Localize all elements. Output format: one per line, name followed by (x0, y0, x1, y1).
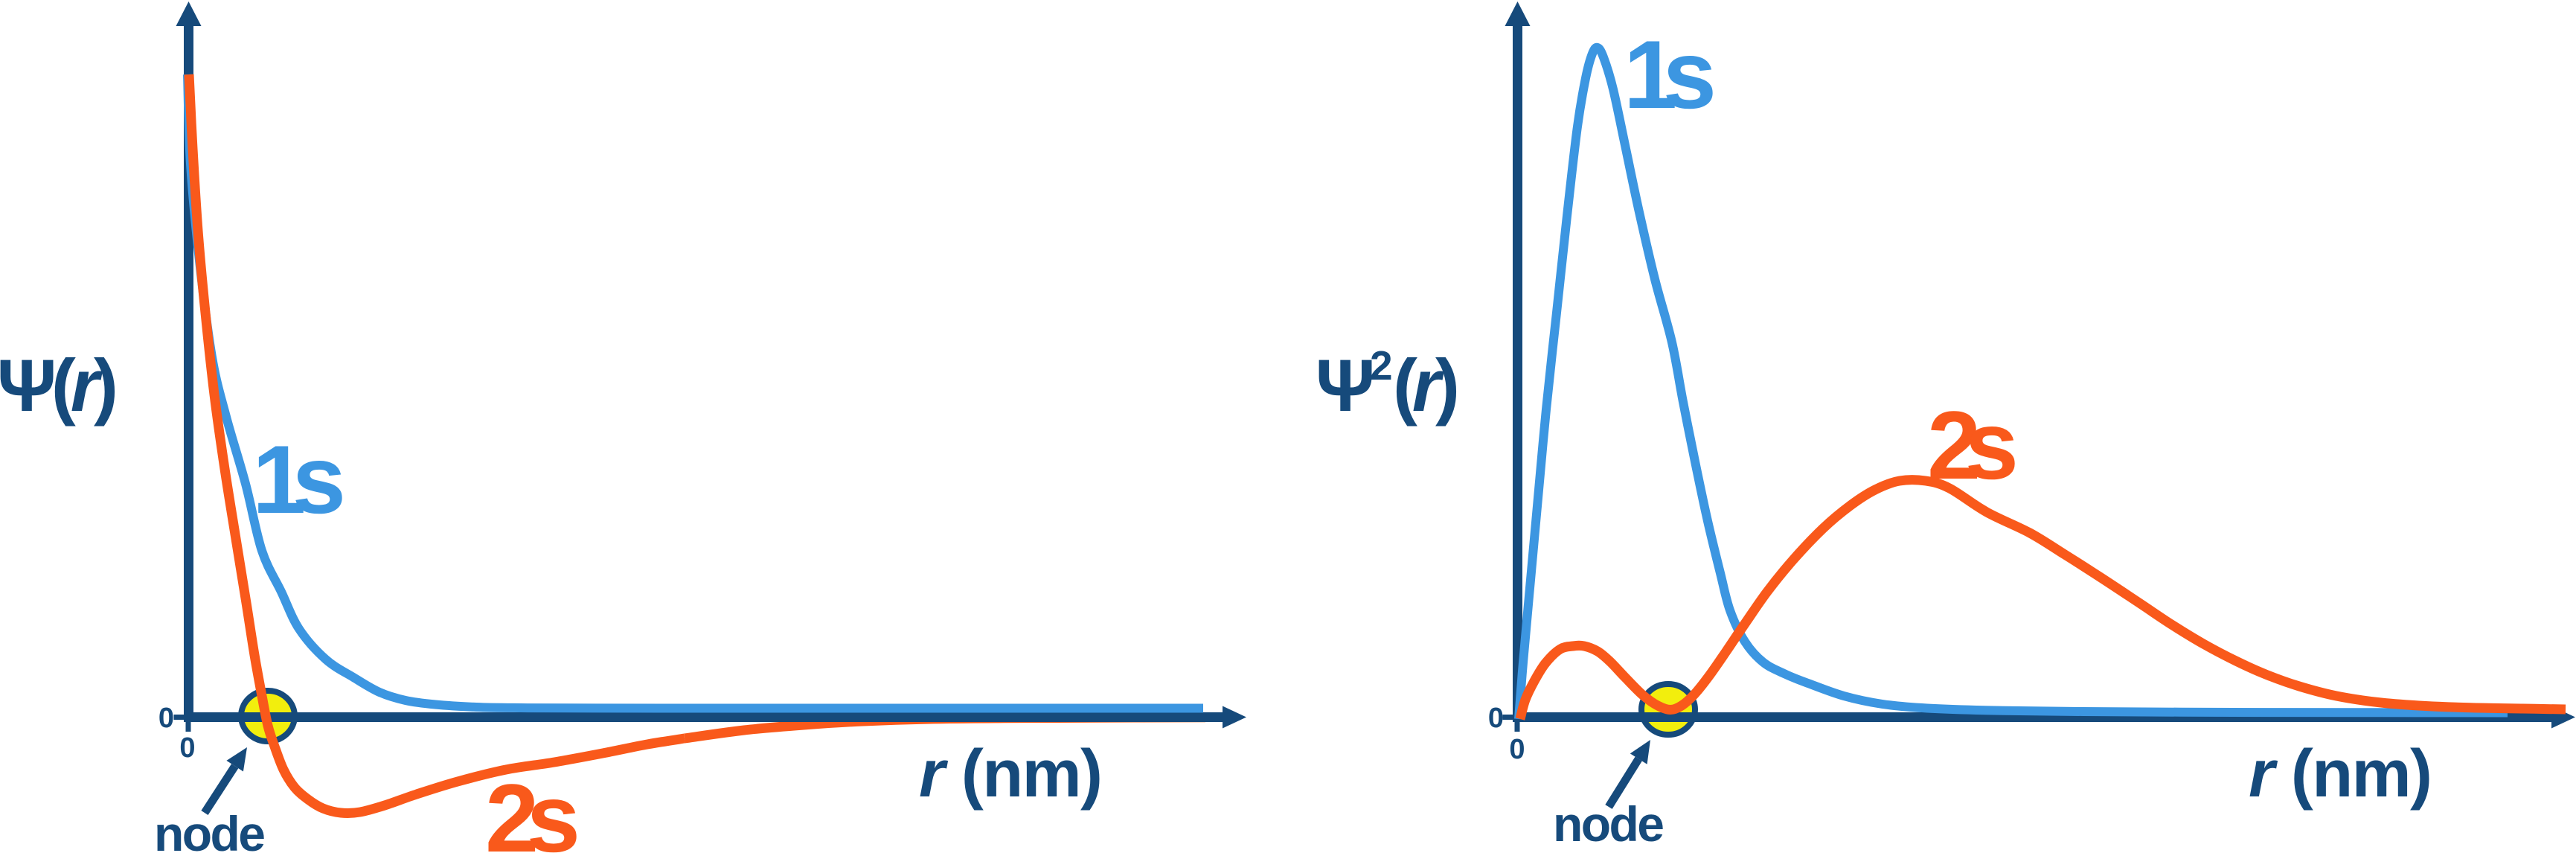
svg-text:2s: 2s (1927, 391, 2019, 499)
svg-text:0: 0 (1509, 734, 1525, 765)
svg-text:node: node (1553, 796, 1665, 852)
svg-text:r (nm): r (nm) (919, 737, 1103, 811)
svg-text:node: node (154, 806, 266, 853)
svg-text:1s: 1s (252, 425, 346, 534)
svg-text:Ψ(r): Ψ(r) (0, 344, 118, 426)
svg-text:(r): (r) (1393, 344, 1460, 426)
svg-text:0: 0 (179, 732, 195, 764)
svg-text:0: 0 (158, 703, 174, 734)
svg-text:0: 0 (1488, 703, 1504, 734)
svg-text:1s: 1s (1624, 20, 1717, 129)
svg-text:2: 2 (1370, 342, 1393, 389)
svg-text:2s: 2s (485, 764, 580, 853)
svg-text:r (nm): r (nm) (2249, 737, 2432, 811)
svg-text:Ψ: Ψ (1316, 344, 1375, 426)
